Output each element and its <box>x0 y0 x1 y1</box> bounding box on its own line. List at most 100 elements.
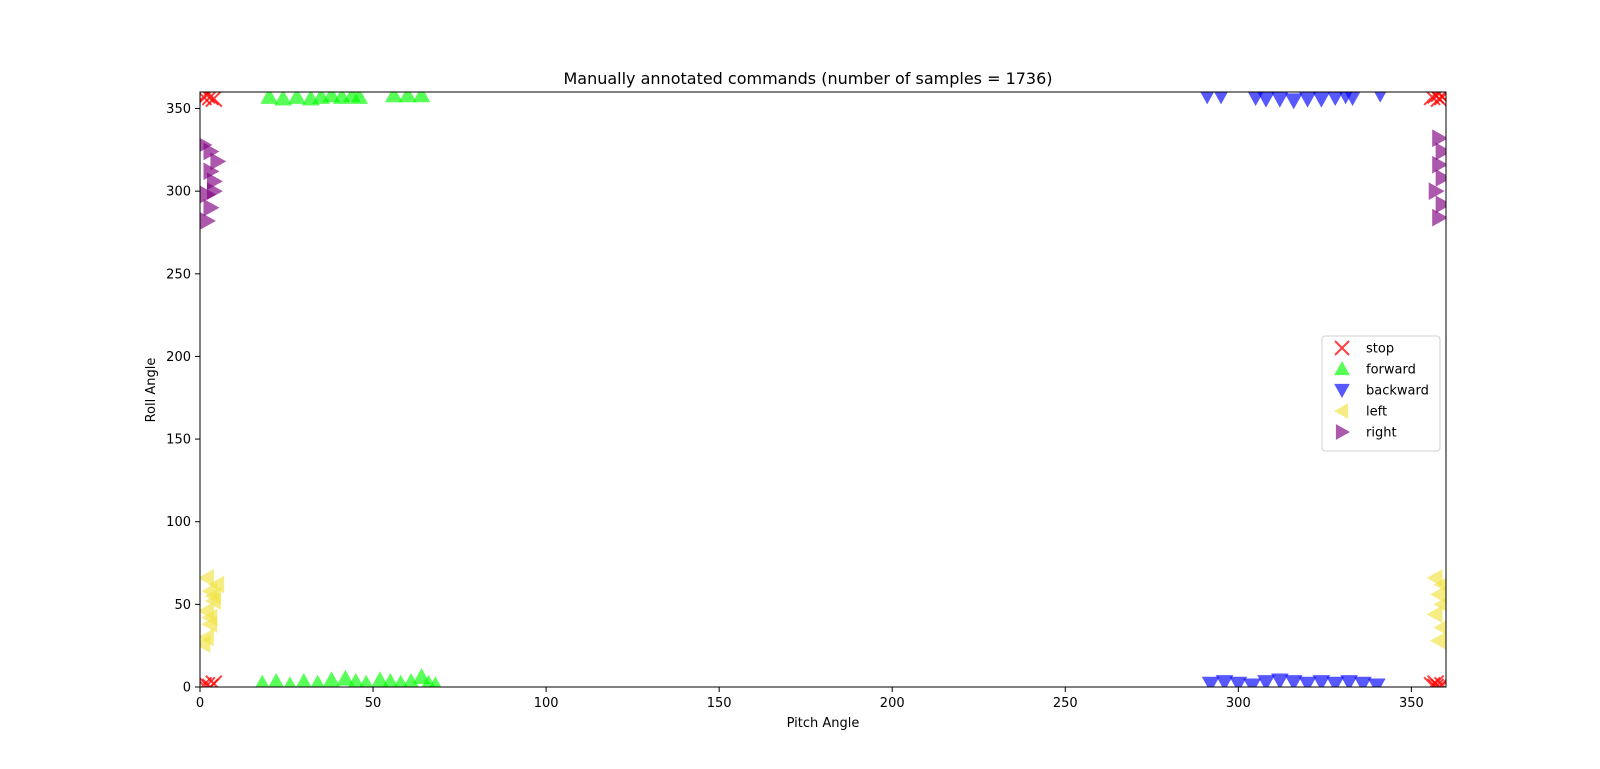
point-forward <box>359 674 373 687</box>
y-tick-label: 0 <box>183 681 191 696</box>
point-forward <box>393 674 408 687</box>
point-stop <box>1430 678 1446 687</box>
legend-entry-right: right <box>1335 424 1397 441</box>
point-forward <box>347 673 364 687</box>
point-right <box>1428 182 1445 201</box>
point-backward <box>1344 92 1361 106</box>
x-tick-label: 50 <box>365 696 382 711</box>
point-backward <box>1201 676 1220 687</box>
point-left <box>1426 605 1443 624</box>
plot-area <box>200 92 1446 687</box>
point-backward <box>1374 92 1387 103</box>
point-stop <box>1426 678 1445 687</box>
point-backward <box>1312 92 1331 108</box>
plot-frame <box>199 91 1447 688</box>
point-backward <box>1326 676 1345 687</box>
point-forward <box>384 92 403 103</box>
point-backward <box>1284 675 1303 687</box>
y-tick-label: 200 <box>166 350 191 365</box>
point-forward <box>310 674 325 687</box>
point-forward <box>274 92 292 106</box>
x-tick-label: 200 <box>880 696 905 711</box>
point-right <box>200 137 213 152</box>
y-axis-label: Roll Angle <box>144 358 159 423</box>
y-tick-label: 100 <box>166 515 191 530</box>
point-forward <box>350 92 369 104</box>
point-right <box>1435 169 1446 187</box>
point-left <box>200 569 214 587</box>
point-forward <box>398 92 417 103</box>
point-forward <box>268 673 284 687</box>
point-stop <box>200 676 216 687</box>
x-tick-label: 300 <box>1226 696 1251 711</box>
y-tick-label: 250 <box>166 267 191 282</box>
point-forward <box>260 92 279 104</box>
point-forward <box>322 92 341 103</box>
point-backward <box>1298 92 1317 108</box>
point-left <box>200 635 211 653</box>
point-stop <box>1433 676 1446 687</box>
series-forward <box>255 92 442 687</box>
point-left <box>1430 585 1446 604</box>
legend-marker-left <box>1333 403 1349 419</box>
legend-marker-backward <box>1334 383 1350 399</box>
point-backward <box>1215 675 1234 687</box>
point-right <box>210 152 227 171</box>
legend-marker-stop <box>1334 340 1350 356</box>
point-left <box>1430 631 1446 650</box>
point-forward <box>284 676 296 687</box>
point-backward <box>1271 673 1289 687</box>
legend-entry-stop: stop <box>1334 340 1394 357</box>
point-backward <box>1229 676 1248 687</box>
point-right <box>203 198 220 217</box>
point-right <box>206 182 223 201</box>
legend-label-left: left <box>1366 405 1387 420</box>
legend-marker-right <box>1335 424 1351 440</box>
point-left <box>1426 569 1443 587</box>
legend-label-forward: forward <box>1366 363 1416 378</box>
point-backward <box>1257 92 1275 108</box>
y-tick-label: 350 <box>166 102 191 117</box>
point-backward <box>1327 92 1344 106</box>
point-right <box>1432 129 1446 148</box>
series-right <box>200 129 1446 230</box>
y-tick-label: 50 <box>174 598 191 613</box>
legend-entry-backward: backward <box>1334 383 1429 399</box>
point-backward <box>1200 92 1215 105</box>
point-left <box>201 608 218 627</box>
point-stop <box>1430 92 1446 108</box>
point-backward <box>1298 676 1317 687</box>
y-tick-label: 300 <box>166 185 191 200</box>
point-forward <box>255 674 270 687</box>
point-backward <box>1243 678 1262 687</box>
x-tick-label: 150 <box>707 696 732 711</box>
point-forward <box>412 92 431 103</box>
legend-entry-forward: forward <box>1334 360 1416 378</box>
x-tick-label: 250 <box>1053 696 1078 711</box>
point-left <box>1433 620 1446 635</box>
chart-title: Manually annotated commands (number of s… <box>563 69 1052 88</box>
x-tick-label: 100 <box>534 696 559 711</box>
point-stop <box>201 678 220 687</box>
series-left <box>200 569 1446 653</box>
legend-marker-forward <box>1334 360 1350 376</box>
x-tick-label: 350 <box>1399 696 1424 711</box>
point-stop <box>201 92 220 106</box>
point-forward <box>382 673 399 687</box>
point-stop <box>1433 92 1446 106</box>
point-right <box>1435 142 1446 161</box>
point-forward <box>429 676 442 687</box>
y-axis: 0 50 100 150 200 250 300 350 <box>166 102 200 696</box>
point-forward <box>296 673 312 687</box>
point-right <box>1432 208 1446 227</box>
series-backward <box>1200 92 1387 687</box>
legend-label-right: right <box>1366 426 1397 441</box>
point-right <box>200 212 216 230</box>
x-tick-label: 0 <box>196 696 204 711</box>
point-left <box>204 587 221 605</box>
legend-entry-left: left <box>1333 403 1387 420</box>
point-right <box>1435 195 1446 214</box>
point-backward <box>1367 678 1386 687</box>
point-backward <box>1214 92 1228 105</box>
